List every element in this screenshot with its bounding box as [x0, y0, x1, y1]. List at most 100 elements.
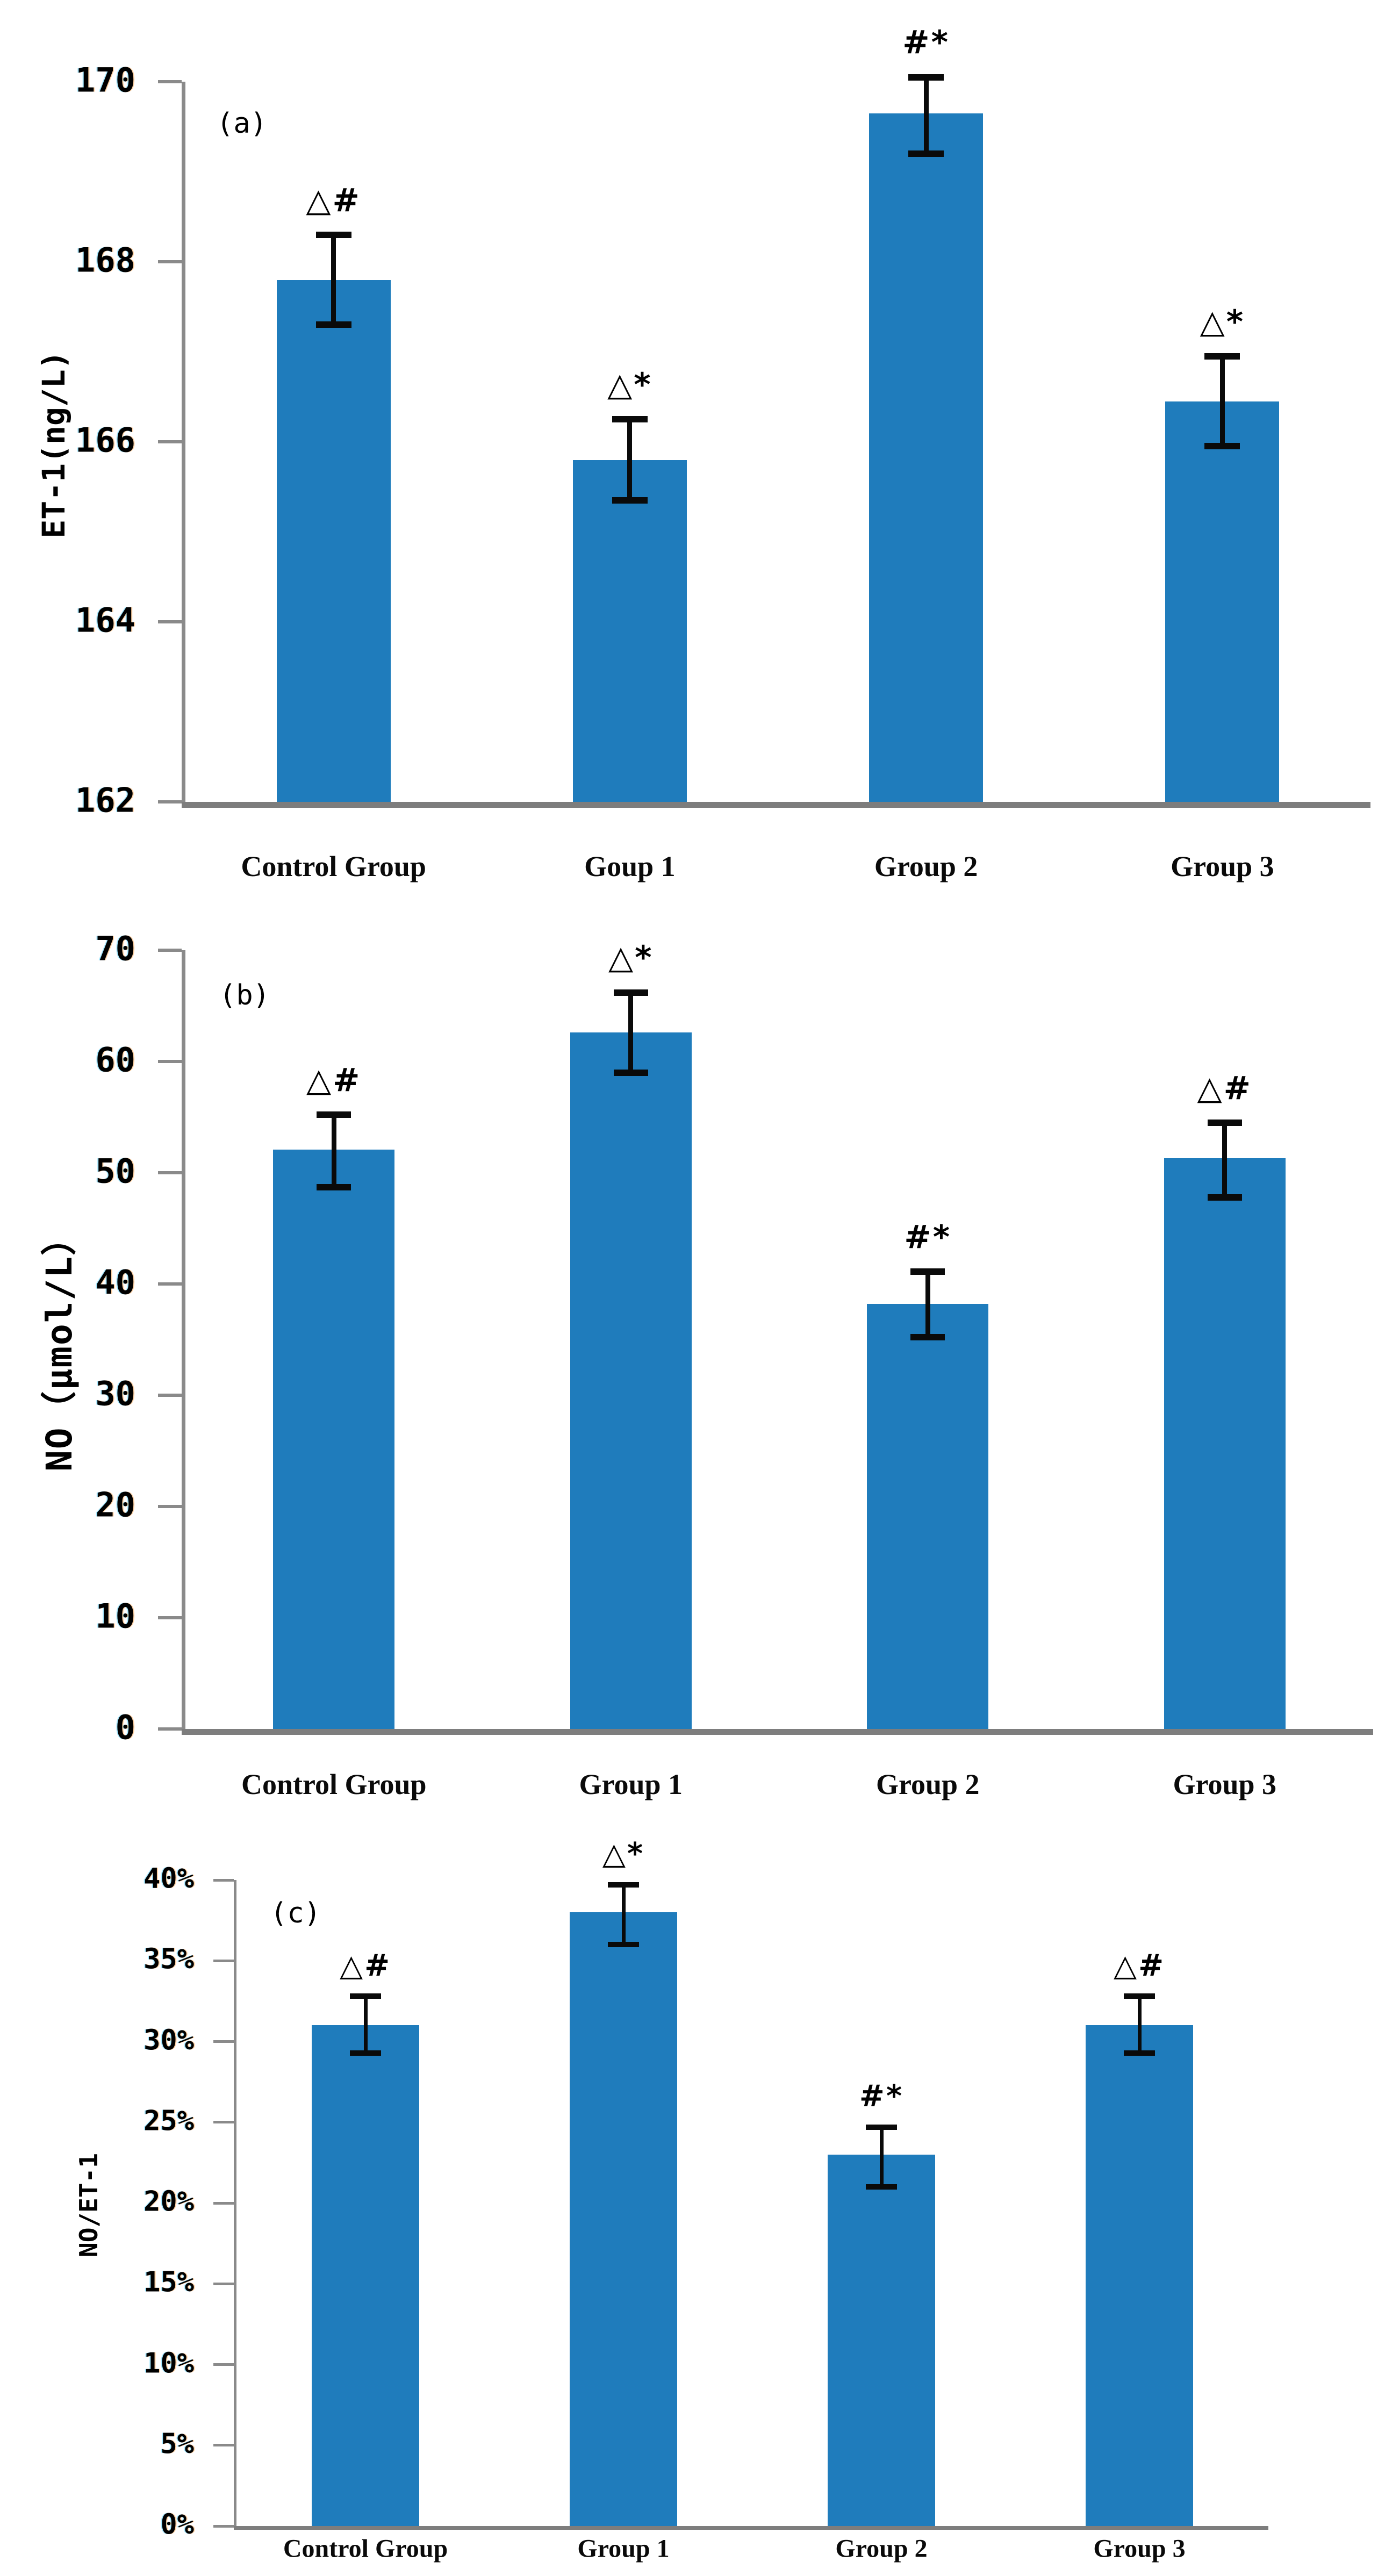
y-tick-mark — [213, 2444, 234, 2447]
significance-annotation: △# — [1114, 1948, 1165, 1983]
error-bar-line — [879, 2127, 884, 2187]
y-tick-label: 162 — [75, 780, 135, 820]
y-tick-label: 10 — [95, 1596, 135, 1636]
error-bar-cap-bottom — [866, 2184, 897, 2190]
y-tick-label: 0 — [115, 1707, 135, 1747]
category-label: Goup 1 — [584, 850, 676, 882]
y-tick-mark — [158, 1727, 182, 1731]
error-bar-line — [621, 1885, 626, 1945]
y-tick-mark — [158, 440, 182, 443]
error-bar-line — [923, 77, 929, 154]
error-bar-cap-top — [908, 74, 944, 81]
significance-annotation: △* — [607, 365, 652, 404]
error-bar-line — [1137, 1996, 1142, 2053]
error-bar-cap-bottom — [1204, 443, 1240, 450]
y-tick-label: 10% — [143, 2347, 194, 2380]
error-bar-line — [331, 234, 336, 325]
error-bar-cap-top — [1204, 353, 1240, 360]
y-axis-line — [234, 1880, 236, 2530]
y-tick-label: 0% — [160, 2508, 194, 2541]
category-label: Group 3 — [1173, 1768, 1277, 1800]
category-label: Control Group — [241, 850, 426, 882]
error-bar-cap-top — [1207, 1119, 1242, 1126]
y-tick-mark — [213, 1959, 234, 1962]
significance-annotation: #* — [859, 2079, 904, 2114]
category-label: Group 2 — [875, 1768, 980, 1800]
error-bar-cap-top — [1124, 1993, 1155, 1999]
error-bar-cap-top — [315, 231, 351, 238]
y-tick-mark — [158, 80, 182, 83]
error-bar-cap-bottom — [1207, 1194, 1242, 1201]
error-bar-cap-top — [317, 1111, 351, 1118]
significance-annotation: △# — [340, 1948, 391, 1983]
significance-annotation: △# — [306, 1061, 362, 1100]
y-tick-mark — [158, 800, 182, 803]
category-label: Group 1 — [579, 1768, 683, 1800]
y-tick-mark — [213, 2524, 234, 2528]
y-tick-mark — [158, 260, 182, 263]
category-label: Group 2 — [874, 850, 978, 882]
y-tick-label: 40% — [143, 1862, 194, 1895]
error-bar-line — [627, 419, 633, 500]
category-label: Control Group — [283, 2534, 448, 2563]
error-bar-cap-top — [866, 2124, 897, 2130]
y-tick-label: 20 — [95, 1485, 135, 1525]
category-label: Group 1 — [577, 2534, 670, 2563]
y-tick-label: 166 — [75, 420, 135, 460]
y-tick-mark — [213, 1878, 234, 1882]
error-bar-cap-bottom — [315, 321, 351, 328]
y-tick-mark — [213, 2040, 234, 2043]
error-bar-cap-top — [350, 1993, 381, 1999]
bar — [572, 460, 687, 802]
error-bar-cap-bottom — [350, 2050, 381, 2056]
category-label: Group 3 — [1093, 2534, 1186, 2563]
panel-letter-c: (c) — [270, 1897, 321, 1929]
bar — [828, 2154, 935, 2526]
y-tick-label: 164 — [75, 600, 135, 640]
y-tick-label: 25% — [143, 2105, 194, 2137]
bar — [570, 1912, 677, 2526]
y-tick-mark — [158, 1060, 182, 1063]
error-bar-line — [628, 992, 634, 1073]
y-tick-label: 40 — [95, 1262, 135, 1302]
error-bar-line — [925, 1272, 930, 1338]
bar — [276, 279, 391, 802]
error-bar-cap-bottom — [612, 497, 648, 504]
y-tick-mark — [158, 1505, 182, 1508]
category-label: Group 3 — [1171, 850, 1274, 882]
bar — [1164, 1158, 1286, 1729]
y-tick-mark — [158, 620, 182, 623]
significance-annotation: △* — [1200, 303, 1245, 341]
y-tick-mark — [158, 1282, 182, 1286]
y-tick-label: 50 — [95, 1151, 135, 1191]
y-tick-label: 15% — [143, 2266, 194, 2299]
y-tick-mark — [213, 2201, 234, 2205]
y-tick-label: 20% — [143, 2185, 194, 2218]
category-label: Group 2 — [835, 2534, 928, 2563]
bar — [312, 2025, 419, 2526]
bar — [1165, 401, 1280, 802]
error-bar-line — [331, 1115, 336, 1187]
y-tick-label: 170 — [75, 60, 135, 100]
error-bar-cap-bottom — [910, 1334, 945, 1341]
y-tick-mark — [158, 1171, 182, 1174]
panel-letter-a: (a) — [217, 107, 267, 140]
error-bar-cap-bottom — [908, 150, 944, 157]
y-tick-label: 30 — [95, 1374, 135, 1413]
bar — [273, 1149, 395, 1729]
error-bar-cap-top — [612, 416, 648, 423]
y-tick-mark — [213, 2282, 234, 2285]
y-tick-label: 35% — [143, 1943, 194, 1976]
y-tick-mark — [158, 1616, 182, 1619]
error-bar-cap-bottom — [317, 1183, 351, 1190]
x-axis-line — [234, 2526, 1268, 2530]
bar — [867, 1304, 989, 1729]
category-label: Control Group — [241, 1768, 427, 1800]
error-bar-cap-top — [910, 1268, 945, 1275]
y-tick-label: 168 — [75, 240, 135, 280]
error-bar-cap-top — [613, 989, 648, 996]
y-tick-label: 70 — [95, 929, 135, 968]
significance-annotation: △* — [602, 1836, 645, 1872]
y-axis-line — [182, 950, 185, 1735]
